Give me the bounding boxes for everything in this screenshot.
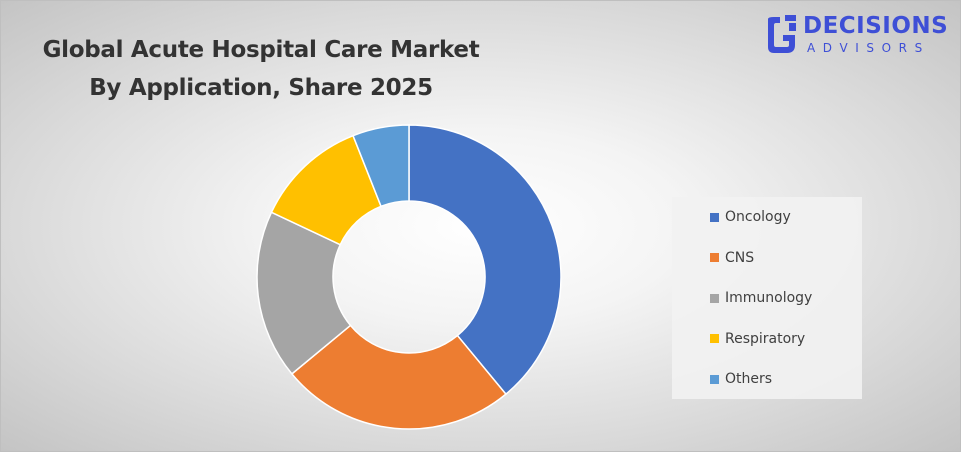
legend-label: CNS: [725, 249, 755, 266]
legend-swatch: [710, 334, 719, 343]
slice-oncology: [408, 124, 562, 396]
chart-legend: Oncology CNS Immunology Respiratory Others: [672, 197, 862, 399]
logo-wordmark-primary: DECISIONS: [803, 13, 949, 39]
legend-item-immunology: Immunology: [710, 288, 812, 308]
legend-label: Others: [725, 371, 773, 387]
legend-label: Respiratory: [725, 330, 806, 347]
chart-title-line-1: Global Acute Hospital Care Market: [42, 37, 480, 63]
legend-label: Immunology: [725, 290, 813, 306]
legend-swatch: [710, 212, 719, 222]
slice-others: [352, 124, 410, 208]
slice-cns: [290, 324, 507, 430]
decisions-advisors-logo: DECISIONS ADVISORS: [765, 11, 955, 61]
chart-title-line-2: By Application, Share 2025: [89, 75, 433, 101]
legend-swatch: [710, 293, 719, 303]
legend-item-others: Others: [710, 369, 772, 389]
legend-swatch: [710, 374, 719, 384]
legend-swatch: [710, 253, 719, 262]
legend-item-oncology: Oncology: [710, 207, 791, 227]
legend-item-cns: CNS: [710, 248, 754, 268]
logo-wordmark-secondary: ADVISORS: [807, 41, 930, 55]
logo-mark-icon: [768, 15, 796, 53]
donut-slices: [256, 124, 562, 430]
chart-title: Global Acute Hospital Care Market By App…: [11, 31, 511, 107]
legend-label: Oncology: [725, 209, 791, 225]
slice-immunology: [256, 211, 352, 375]
legend-item-respiratory: Respiratory: [710, 329, 805, 349]
